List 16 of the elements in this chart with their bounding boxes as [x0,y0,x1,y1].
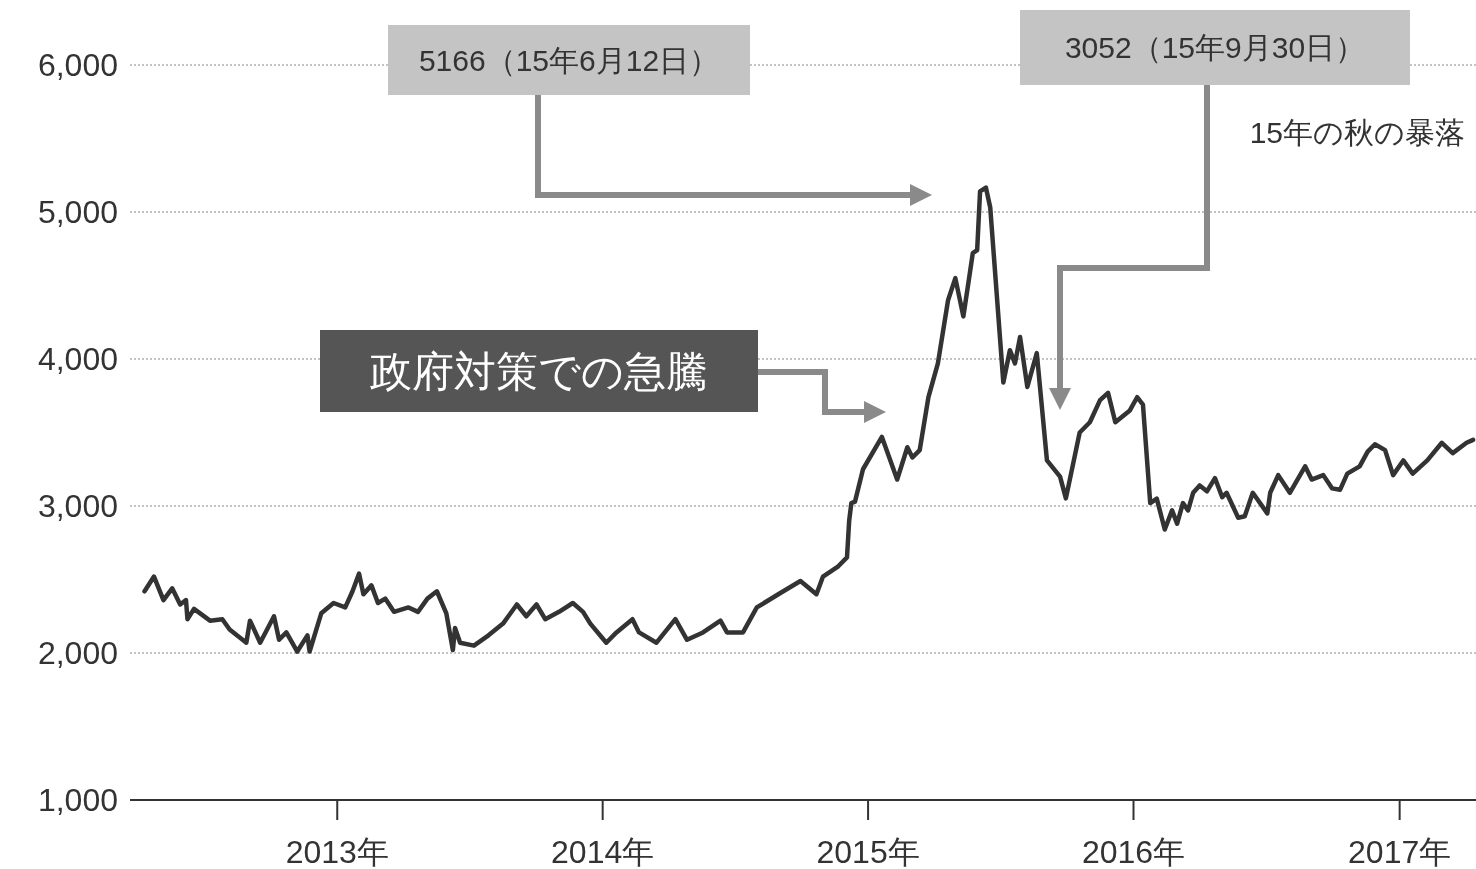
annotation: 5166（15年6月12日） [418,43,720,77]
y-tick-label: 4,000 [37,341,118,378]
text: 3052（15年9月30日） [1064,31,1366,64]
y-tick-label: 3,000 [37,488,118,525]
x-tick-label: 2017年 [1348,834,1452,869]
y-tick-label: 2,000 [37,635,118,672]
y-tick-label: 5,000 [37,194,118,231]
y-tick-label: 6,000 [37,47,118,84]
x-tick-label: 2014年 [551,834,655,869]
annotation: 政府対策での急騰 [370,347,708,395]
y-tick-label: 1,000 [37,782,118,819]
line-series [142,185,1476,654]
x-tick-label: 2016年 [1081,834,1186,869]
annotation: 15年の秋の暴落 [1249,115,1465,149]
x-tick-label: 2013年 [285,834,389,869]
x-tick-label: 2015年 [816,834,920,869]
